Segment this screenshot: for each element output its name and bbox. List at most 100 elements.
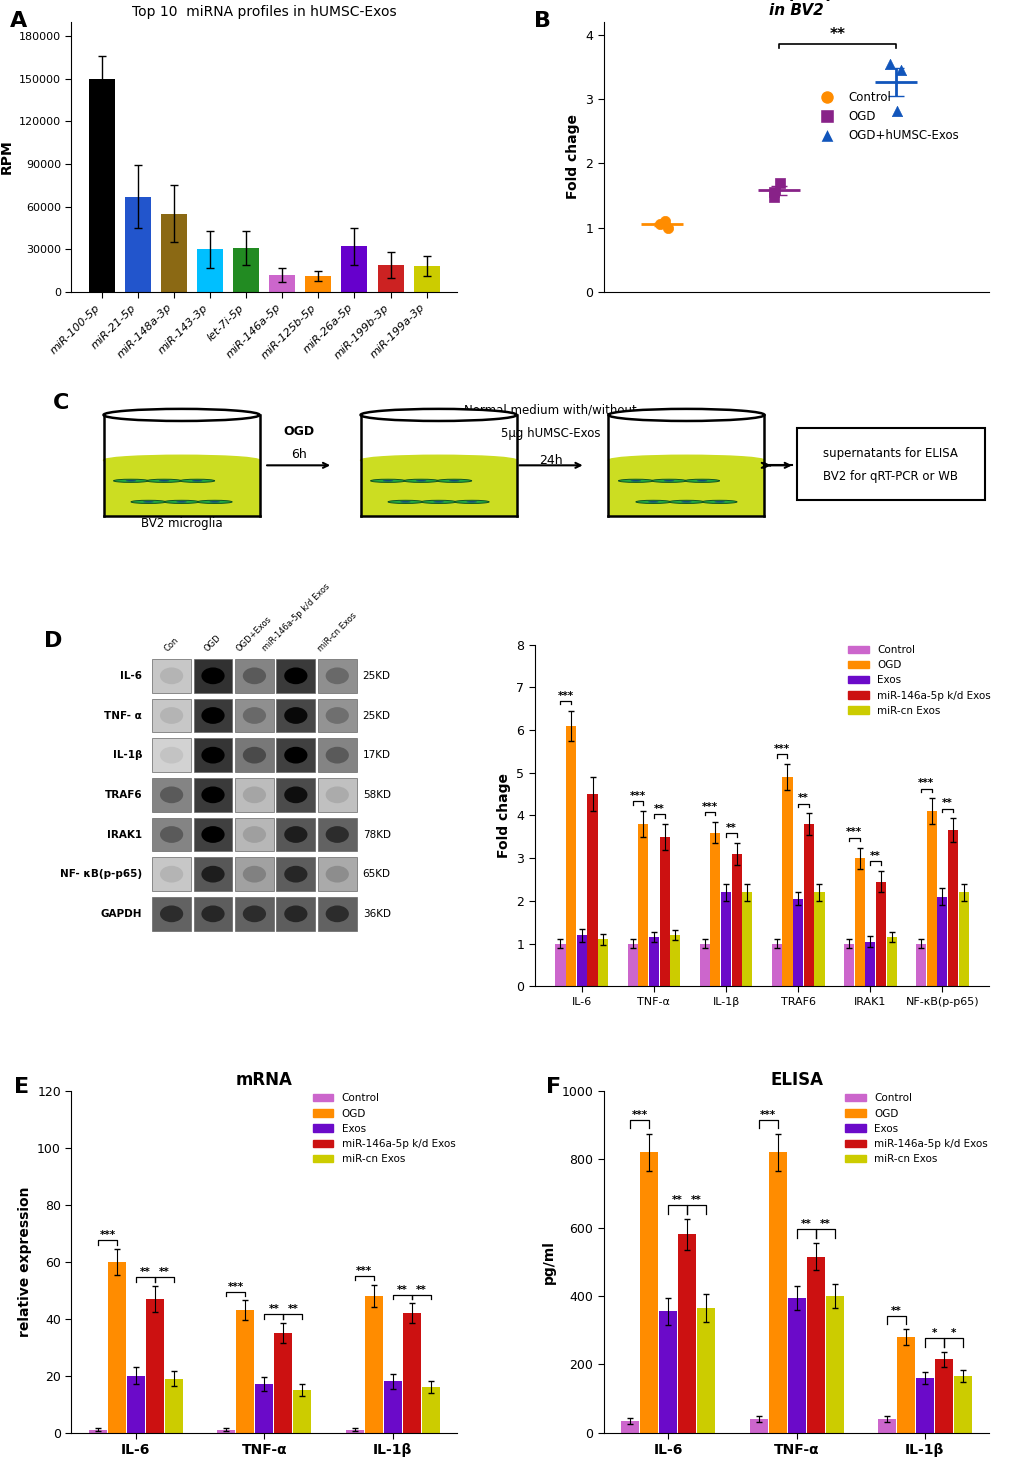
Text: BV2 microglia: BV2 microglia — [141, 518, 222, 531]
Bar — [234, 898, 273, 931]
Bar — [697, 1308, 714, 1433]
Bar — [658, 1311, 677, 1433]
Ellipse shape — [243, 866, 266, 883]
Bar — [276, 778, 315, 811]
Bar — [234, 778, 273, 811]
Point — [771, 171, 788, 194]
Text: TNF- α: TNF- α — [104, 711, 142, 721]
Ellipse shape — [104, 455, 260, 465]
Bar — [194, 738, 232, 772]
Ellipse shape — [160, 905, 183, 923]
Ellipse shape — [201, 787, 224, 803]
Point — [889, 99, 905, 123]
Bar — [234, 738, 273, 772]
Ellipse shape — [607, 409, 764, 421]
Text: 25KD: 25KD — [363, 711, 390, 721]
Ellipse shape — [325, 787, 348, 803]
Text: miR-cn Exos: miR-cn Exos — [316, 611, 358, 654]
Ellipse shape — [147, 480, 181, 482]
Ellipse shape — [684, 480, 718, 482]
Bar — [824, 1295, 843, 1433]
Bar — [413, 266, 439, 292]
Bar — [234, 659, 273, 693]
Bar — [749, 1420, 766, 1433]
Bar — [364, 1295, 382, 1433]
Ellipse shape — [160, 708, 183, 724]
Bar — [255, 1385, 273, 1433]
Ellipse shape — [160, 866, 183, 883]
Ellipse shape — [243, 826, 266, 844]
Text: IL-1β: IL-1β — [112, 750, 142, 760]
Bar — [640, 1152, 657, 1433]
Text: 5μg hUMSC-Exos: 5μg hUMSC-Exos — [500, 427, 600, 440]
Text: ***: *** — [917, 778, 933, 788]
Bar — [305, 276, 331, 292]
Point — [659, 216, 676, 240]
Ellipse shape — [651, 480, 686, 482]
Bar — [318, 699, 357, 732]
Text: BV2 for qRT-PCR or WB: BV2 for qRT-PCR or WB — [822, 471, 957, 484]
Text: ***: *** — [846, 827, 861, 838]
Ellipse shape — [361, 455, 517, 465]
Ellipse shape — [243, 747, 266, 763]
Bar — [566, 725, 576, 987]
Ellipse shape — [201, 826, 224, 844]
Bar — [197, 250, 223, 292]
Text: **: ** — [672, 1196, 683, 1205]
Point — [651, 212, 667, 235]
Ellipse shape — [243, 668, 266, 684]
Bar — [234, 857, 273, 890]
Ellipse shape — [325, 826, 348, 844]
Bar — [318, 817, 357, 851]
Ellipse shape — [701, 500, 737, 503]
Ellipse shape — [179, 480, 214, 482]
Text: ***: *** — [631, 1110, 647, 1120]
Bar — [843, 944, 853, 987]
Ellipse shape — [284, 668, 307, 684]
Bar — [217, 1430, 235, 1433]
Bar — [194, 699, 232, 732]
Bar — [915, 1379, 933, 1433]
Text: ***: *** — [557, 690, 574, 700]
Text: F: F — [545, 1077, 560, 1096]
Bar — [720, 892, 731, 987]
Bar — [89, 1430, 107, 1433]
Text: *: * — [930, 1327, 936, 1338]
Bar — [125, 197, 151, 292]
Text: IL-6: IL-6 — [120, 671, 142, 681]
Ellipse shape — [404, 480, 438, 482]
Bar — [152, 817, 191, 851]
Text: **: ** — [653, 804, 664, 814]
Ellipse shape — [201, 668, 224, 684]
Bar — [383, 1382, 401, 1433]
Text: **: ** — [287, 1304, 298, 1314]
Text: 58KD: 58KD — [363, 789, 390, 800]
Text: B: B — [534, 12, 550, 31]
Bar — [234, 817, 273, 851]
Ellipse shape — [243, 708, 266, 724]
Bar — [276, 738, 315, 772]
Ellipse shape — [243, 905, 266, 923]
Bar — [194, 898, 232, 931]
Text: 25KD: 25KD — [363, 671, 390, 681]
Ellipse shape — [618, 480, 653, 482]
Bar — [864, 942, 874, 987]
Title: ELISA: ELISA — [769, 1072, 822, 1089]
Bar — [597, 940, 607, 987]
Ellipse shape — [370, 480, 406, 482]
Bar — [621, 1421, 639, 1433]
Text: C: C — [53, 393, 69, 414]
Y-axis label: RPM: RPM — [0, 139, 13, 174]
Text: **: ** — [726, 823, 736, 833]
Text: OGD+Exos: OGD+Exos — [234, 614, 274, 654]
Bar — [361, 461, 516, 516]
Bar — [126, 1376, 145, 1433]
Ellipse shape — [201, 866, 224, 883]
Ellipse shape — [325, 905, 348, 923]
Bar — [678, 1234, 696, 1433]
Text: supernatants for ELISA: supernatants for ELISA — [822, 447, 957, 461]
Bar — [877, 1420, 895, 1433]
Text: 17KD: 17KD — [363, 750, 390, 760]
Text: ***: *** — [630, 791, 645, 801]
Text: ***: *** — [759, 1110, 775, 1120]
